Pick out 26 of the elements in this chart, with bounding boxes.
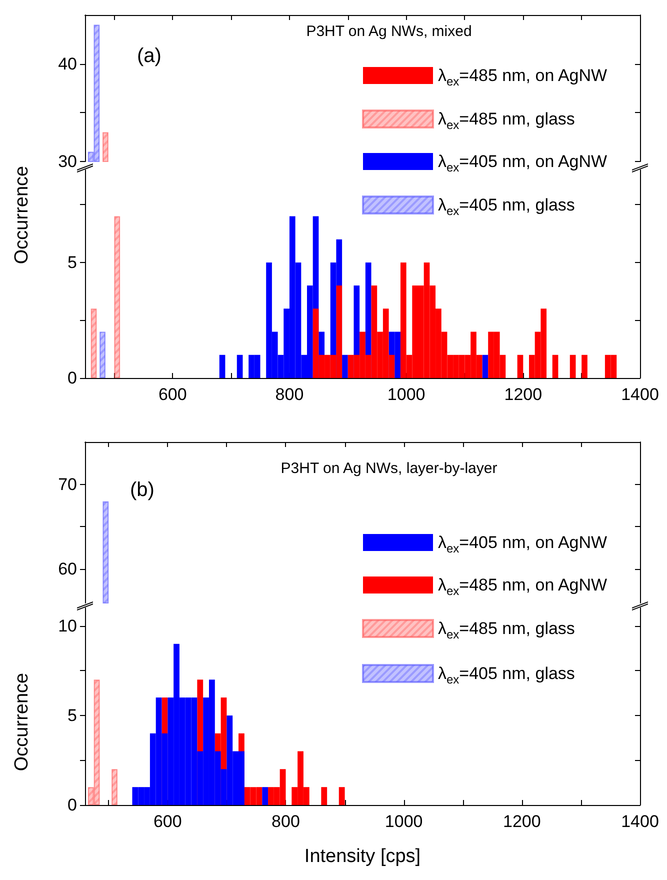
y-tick-label: 5 bbox=[68, 706, 77, 725]
x-tick-label: 600 bbox=[153, 812, 182, 831]
x-tick-label: 1000 bbox=[384, 812, 423, 831]
annotation: (a) bbox=[137, 45, 162, 67]
x-tick-label: 1000 bbox=[387, 385, 426, 404]
x-tick-label: 1400 bbox=[621, 385, 659, 404]
x-tick-label: 800 bbox=[275, 385, 304, 404]
x-axis-title: Intensity [cps] bbox=[304, 846, 421, 867]
x-tick-label: 600 bbox=[158, 385, 187, 404]
y-tick-label: 5 bbox=[68, 252, 77, 272]
y-tick-label: 60 bbox=[58, 560, 77, 579]
x-tick-label: 1400 bbox=[621, 812, 659, 831]
text: P3HT on Ag NWs, mixed bbox=[306, 23, 472, 40]
y-tick-label: 70 bbox=[58, 474, 77, 494]
y-tick-label: 0 bbox=[68, 796, 77, 814]
y-tick-label: 0 bbox=[68, 368, 77, 388]
y-tick-label: 40 bbox=[58, 54, 77, 74]
x-tick-label: 800 bbox=[272, 812, 300, 831]
y-axis-title: Occurrence bbox=[12, 672, 32, 772]
y-tick-label: 30 bbox=[58, 152, 77, 171]
text: P3HT on Ag NWs, layer-by-layer bbox=[280, 460, 498, 477]
y-axis-title: Occurrence bbox=[12, 166, 32, 264]
x-tick-label: 1200 bbox=[504, 385, 542, 404]
x-tick-label: 1200 bbox=[503, 812, 541, 831]
y-tick-label: 10 bbox=[58, 616, 77, 636]
annotation: (b) bbox=[130, 479, 154, 501]
